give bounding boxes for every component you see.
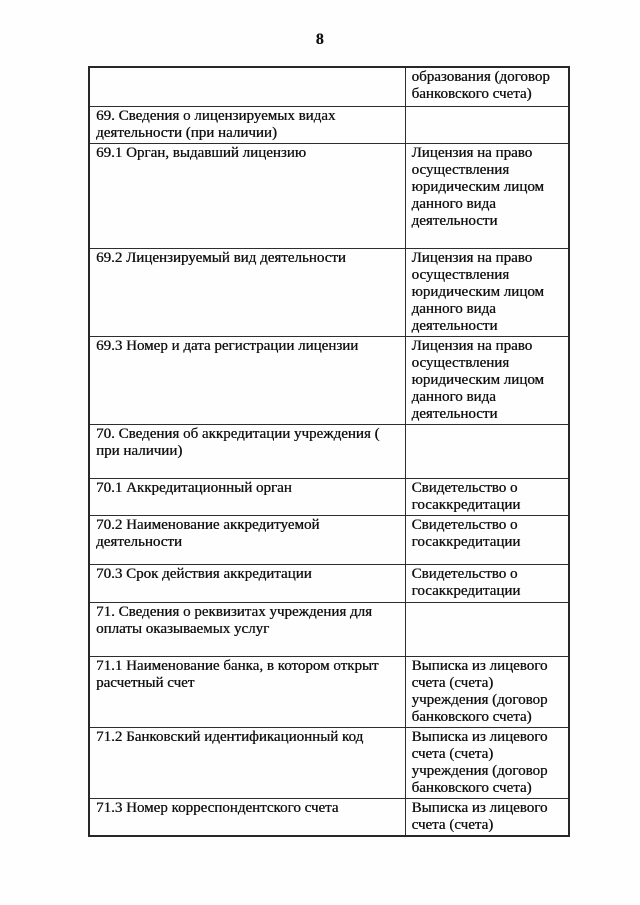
row-71-1: 71.1 Наименование банка, в котором откры…	[88, 655, 570, 728]
cell-69-1-label: 69.1 Орган, выдавший лицензию	[88, 142, 406, 249]
cell-70-1-label: 70.1 Аккредитационный орган	[88, 477, 406, 516]
cell-69-2-label: 69.2 Лицензируемый вид деятельности	[88, 247, 406, 337]
cell-71-1-label: 71.1 Наименование банка, в котором откры…	[88, 655, 406, 728]
cell-70-3-label: 70.3 Срок действия аккредитации	[88, 563, 406, 603]
row-69: 69. Сведения о лицензируемых видах деяте…	[88, 105, 570, 144]
row-69-3: 69.3 Номер и дата регистрации лицензии Л…	[88, 335, 570, 425]
cell-70-1-doc: Свидетельство о госаккредитации	[404, 477, 570, 516]
cell-continuation-doc: образования (договор банковского счета)	[404, 66, 570, 107]
cell-69-2-doc: Лицензия на право осуществления юридичес…	[404, 247, 570, 337]
cell-71-1-doc: Выписка из лицевого счета (счета) учрежд…	[404, 655, 570, 728]
cell-70-2-doc: Свидетельство о госаккредитации	[404, 514, 570, 565]
row-69-1: 69.1 Орган, выдавший лицензию Лицензия н…	[88, 142, 570, 249]
cell-71-3-doc: Выписка из лицевого счета (счета)	[404, 797, 570, 836]
cell-continuation-label	[88, 66, 406, 107]
cell-71-3-label: 71.3 Номер корреспондентского счета	[88, 797, 406, 836]
row-70-2: 70.2 Наименование аккредитуемой деятельн…	[88, 514, 570, 565]
cell-70-doc	[404, 423, 570, 479]
cell-70-2-label: 70.2 Наименование аккредитуемой деятельн…	[88, 514, 406, 565]
row-69-2: 69.2 Лицензируемый вид деятельности Лице…	[88, 247, 570, 337]
row-70-3: 70.3 Срок действия аккредитации Свидетел…	[88, 563, 570, 603]
row-71: 71. Сведения о реквизитах учреждения для…	[88, 601, 570, 657]
cell-69-doc	[404, 105, 570, 144]
cell-70-3-doc: Свидетельство о госаккредитации	[404, 563, 570, 603]
page-number: 8	[315, 31, 325, 48]
cell-69-label: 69. Сведения о лицензируемых видах деяте…	[88, 105, 406, 144]
requisites-table: образования (договор банковского счета) …	[88, 66, 570, 837]
row-71-3: 71.3 Номер корреспондентского счета Выпи…	[88, 797, 570, 836]
cell-71-label: 71. Сведения о реквизитах учреждения для…	[88, 601, 406, 657]
row-70-1: 70.1 Аккредитационный орган Свидетельств…	[88, 477, 570, 516]
cell-71-doc	[404, 601, 570, 657]
cell-70-label: 70. Сведения об аккредитации учреждения …	[88, 423, 406, 479]
row-70: 70. Сведения об аккредитации учреждения …	[88, 423, 570, 479]
cell-71-2-label: 71.2 Банковский идентификационный код	[88, 726, 406, 799]
cell-69-3-doc: Лицензия на право осуществления юридичес…	[404, 335, 570, 425]
cell-69-1-doc: Лицензия на право осуществления юридичес…	[404, 142, 570, 249]
cell-71-2-doc: Выписка из лицевого счета (счета) учрежд…	[404, 726, 570, 799]
cell-69-3-label: 69.3 Номер и дата регистрации лицензии	[88, 335, 406, 425]
row-continuation: образования (договор банковского счета)	[88, 66, 570, 107]
row-71-2: 71.2 Банковский идентификационный код Вы…	[88, 726, 570, 799]
